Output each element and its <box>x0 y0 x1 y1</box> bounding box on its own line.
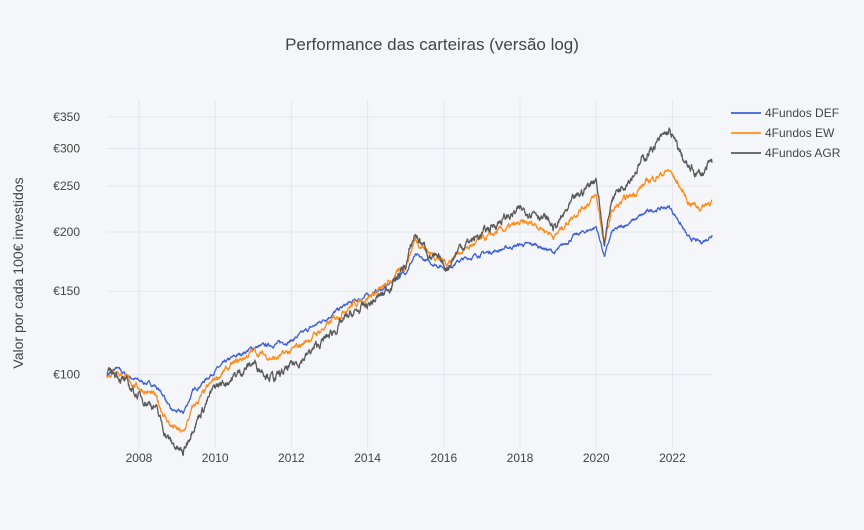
x-tick-label: 2022 <box>659 451 686 465</box>
y-tick-label: €250 <box>53 179 80 193</box>
x-tick-label: 2010 <box>202 451 229 465</box>
y-tick-label: €150 <box>53 284 80 298</box>
series-line <box>106 205 713 415</box>
series-layer <box>106 127 713 457</box>
x-axis: 2008 2010 2012 2014 2016 2018 2020 2022 <box>126 451 687 465</box>
legend-label: 4Fundos EW <box>765 126 835 140</box>
y-axis-title: Valor por cada 100€ investidos <box>10 177 26 368</box>
legend-item[interactable]: 4Fundos EW <box>731 126 835 140</box>
chart-title: Performance das carteiras (versão log) <box>285 35 579 54</box>
legend-item[interactable]: 4Fundos DEF <box>731 106 839 120</box>
legend-label: 4Fundos DEF <box>765 106 839 120</box>
y-tick-label: €350 <box>53 110 80 124</box>
y-tick-label: €100 <box>53 368 80 382</box>
x-tick-label: 2012 <box>278 451 305 465</box>
legend-label: 4Fundos AGR <box>765 146 841 160</box>
grid-layer <box>107 100 712 448</box>
x-tick-label: 2016 <box>430 451 457 465</box>
series-line <box>106 168 713 433</box>
x-tick-label: 2020 <box>583 451 610 465</box>
series-line <box>106 127 713 457</box>
legend[interactable]: 4Fundos DEF 4Fundos EW 4Fundos AGR <box>731 106 841 160</box>
legend-item[interactable]: 4Fundos AGR <box>731 146 841 160</box>
x-tick-label: 2014 <box>354 451 381 465</box>
x-tick-label: 2018 <box>507 451 534 465</box>
y-axis: €100 €150 €200 €250 €300 €350 <box>53 110 80 382</box>
y-tick-label: €200 <box>53 225 80 239</box>
x-tick-label: 2008 <box>126 451 153 465</box>
y-tick-label: €300 <box>53 142 80 156</box>
